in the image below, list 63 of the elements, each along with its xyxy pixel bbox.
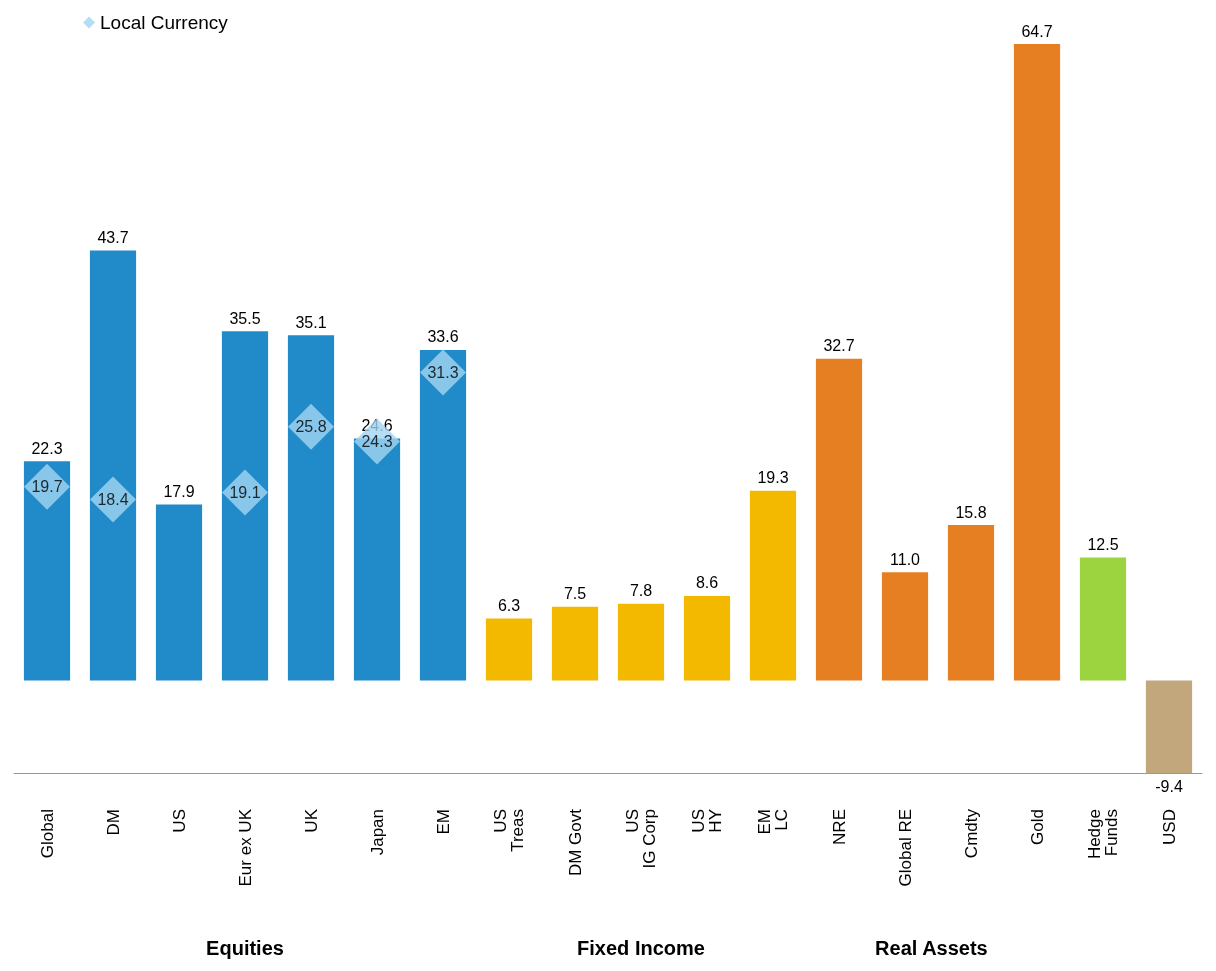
data-label: 17.9 [163,482,195,500]
data-label: 32.7 [823,337,855,355]
data-label: 8.6 [695,574,719,592]
data-label: 35.5 [229,309,261,327]
x-tick-label: UK [301,808,321,833]
bar [155,504,203,681]
data-label: -9.4 [1155,777,1183,795]
x-tick-label: US IG Corp [623,809,659,869]
data-label: 24.3 [361,432,393,450]
x-tick-label: Japan [367,809,387,856]
bar [485,618,533,681]
bar [1145,680,1193,773]
bar [89,250,137,681]
text: Real Assets [875,937,988,959]
bar [287,335,335,681]
data-label: 18.4 [97,491,129,508]
data-label: 19.3 [757,469,789,487]
x-tick-label: US [169,809,189,833]
data-label: 19.1 [229,484,261,502]
x-tick-label: Global RE [895,809,915,887]
data-label: 7.8 [629,582,653,600]
text: Equities [206,937,284,959]
data-label: 15.8 [955,503,987,521]
bar [221,331,269,681]
bar [551,606,599,681]
data-label: 25.8 [295,418,327,436]
bar [815,358,863,681]
x-tick-label: Cmdty [961,808,981,859]
x-tick-label: US Treas [491,809,527,852]
bar [23,461,71,681]
data-label: 31.3 [427,364,459,382]
data-label: 11.0 [890,550,921,568]
x-tick-label: Hedge Funds [1085,809,1121,860]
x-tick-label: Gold [1027,809,1047,845]
x-tick-label: NRE [829,809,849,845]
x-tick-label: Global [37,809,57,859]
bar [881,572,929,681]
data-label: 35.1 [295,313,327,331]
data-label: 7.5 [563,585,587,603]
bar [419,349,467,681]
bar [1079,557,1127,681]
data-label: 24.6 [361,417,393,435]
bar [617,603,665,681]
data-label: 43.7 [97,229,129,247]
bar [683,595,731,681]
text: Fixed Income [577,937,705,959]
x-tick-label: EM [433,809,453,835]
x-tick-label: US HY [689,809,725,833]
bar [1013,44,1061,681]
data-label: 12.5 [1087,536,1119,554]
data-label: 19.7 [31,478,63,496]
data-label: 64.7 [1021,22,1053,40]
bar [749,490,797,681]
data-label: 33.6 [427,328,459,346]
x-tick-label: DM Govt [565,808,585,877]
data-label: 22.3 [31,439,63,457]
bar [947,525,995,681]
x-tick-label: Eur ex UK [235,808,255,887]
legend-label: Local Currency [100,12,229,33]
x-tick-label: USD [1159,809,1179,845]
data-label: 6.3 [497,597,521,615]
x-tick-label: DM [103,809,123,836]
x-tick-label: EM LC [755,809,791,835]
